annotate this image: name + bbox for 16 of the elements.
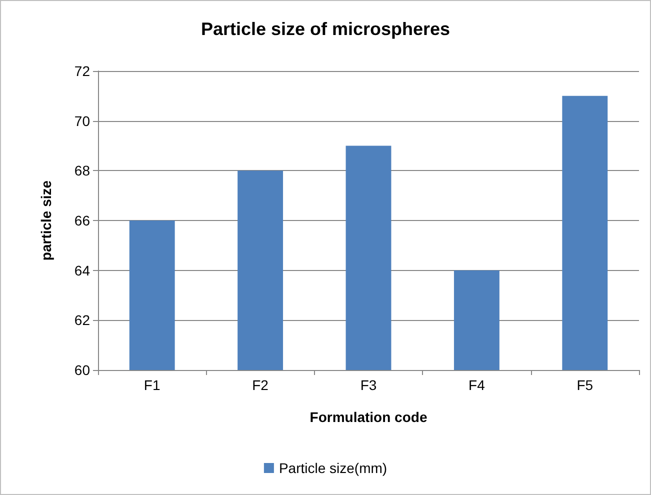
x-tick-label: F2 xyxy=(252,377,269,393)
y-tick-label: 64 xyxy=(74,262,90,278)
x-axis-title: Formulation code xyxy=(310,409,428,425)
y-axis-title: particle size xyxy=(38,180,54,261)
y-tick-label: 60 xyxy=(74,362,90,378)
y-tick-label: 72 xyxy=(74,63,90,79)
y-tick-label: 70 xyxy=(74,112,90,129)
x-tick-label: F1 xyxy=(144,377,160,393)
x-tick-label: F5 xyxy=(576,377,594,393)
chart-title: Particle size of microspheres xyxy=(200,19,450,39)
y-tick-label: 66 xyxy=(74,212,90,228)
x-tick-label: F4 xyxy=(468,377,486,393)
legend-label: Particle size(mm) xyxy=(278,460,388,476)
y-tick-label: 68 xyxy=(74,162,90,179)
y-tick-label: 62 xyxy=(74,312,90,328)
x-tick-label: F3 xyxy=(360,377,377,393)
